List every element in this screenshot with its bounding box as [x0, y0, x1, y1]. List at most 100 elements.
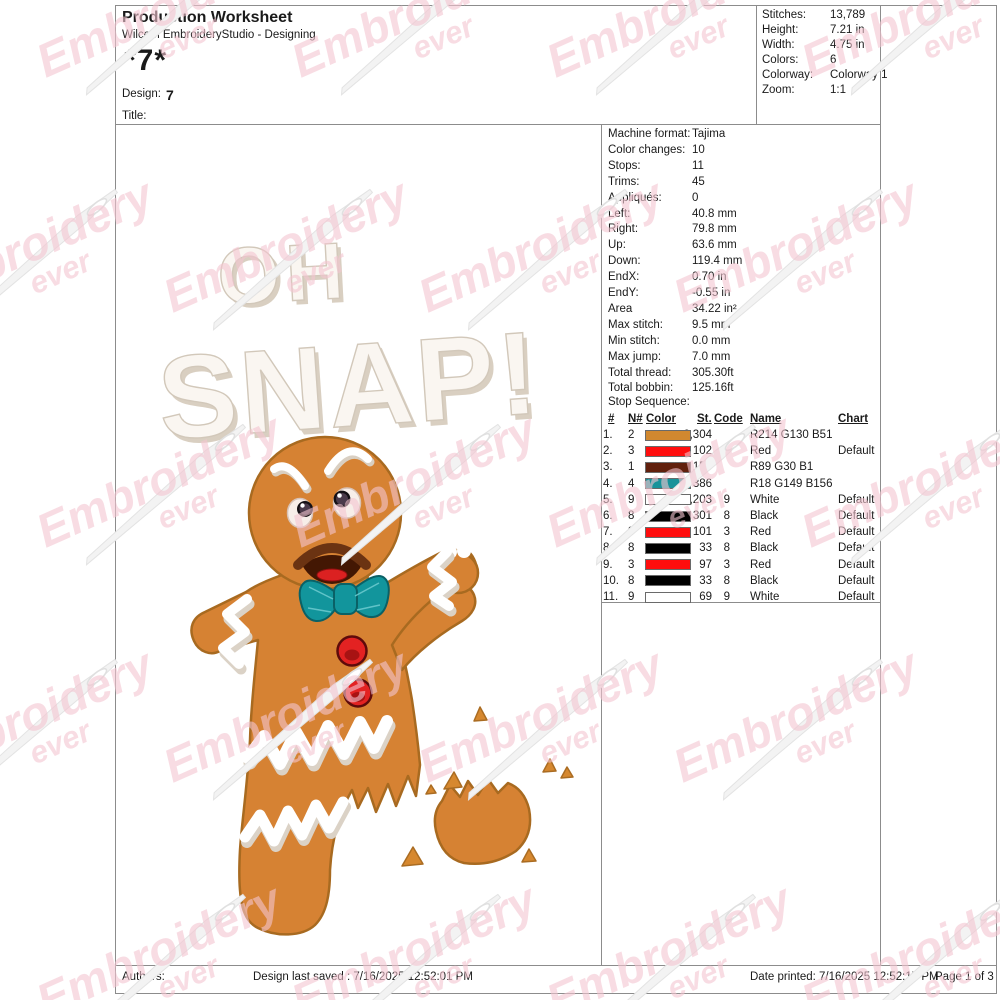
- stop-row-name: Red: [750, 558, 772, 571]
- stop-row-number: 11.: [603, 591, 619, 603]
- summary-row: Colors:6: [762, 54, 836, 66]
- summary-value: 6: [830, 54, 836, 66]
- page-number: Page 1 of 3: [935, 971, 994, 983]
- stop-row-chart: Default: [838, 445, 875, 458]
- summary-row: Width:4.75 in: [762, 39, 865, 51]
- stop-row-chart: Default: [838, 524, 874, 540]
- stop-row-number: 10.: [603, 574, 619, 587]
- stop-row-chart: Default: [838, 558, 875, 571]
- col-header-n: N#: [628, 413, 643, 425]
- stop-row-needle: 4: [628, 476, 634, 492]
- stop-sequence-title: Stop Sequence:: [608, 396, 690, 408]
- thread-color-swatch: [645, 559, 691, 571]
- summary-row: Stitches:13,789: [762, 9, 865, 21]
- stop-row-name: R18 G149 B156: [750, 477, 833, 490]
- summary-value: 1:1: [830, 84, 846, 96]
- stop-row-name: R89 G30 B1: [750, 461, 814, 474]
- broken-leg-piece: [433, 777, 532, 865]
- summary-value: 4.75 in: [830, 39, 865, 51]
- stop-row-name: Black: [750, 542, 779, 555]
- stop-row-chart: Default: [838, 542, 875, 555]
- authors-label: Authors:: [122, 971, 165, 983]
- stop-row-code: 3: [723, 526, 730, 539]
- stop-row-code: 8: [723, 510, 730, 522]
- stop-row-code: 8: [723, 574, 730, 587]
- thread-color-swatch: [645, 445, 691, 457]
- title-label: Title:: [122, 110, 147, 122]
- summary-row: Colorway: Colorway 1: [762, 69, 888, 81]
- stop-row-name: Black: [750, 574, 779, 587]
- stop-row-needle: 8: [628, 574, 635, 587]
- thread-color-swatch: [645, 591, 691, 603]
- stop-row-needle: 8: [628, 542, 635, 555]
- stop-row-number: 3.: [603, 461, 613, 474]
- thread-color-swatch: [645, 461, 691, 473]
- col-header-st: St.: [697, 413, 712, 425]
- panel-divider: [601, 124, 602, 965]
- stop-row-name: White: [750, 493, 780, 506]
- stop-row-code: 9: [723, 591, 730, 603]
- right-column-border: [880, 5, 881, 965]
- stop-row-code: 8: [723, 542, 730, 555]
- summary-box-left-border: [756, 5, 757, 124]
- stop-row-needle: 9: [628, 591, 635, 603]
- col-header-color: Color: [646, 413, 677, 425]
- stop-row-number: 2.: [603, 445, 613, 458]
- stop-row-chart: Default: [838, 574, 875, 587]
- summary-box: Stitches:13,789 Height:7.21 in Width:4.7…: [762, 9, 888, 119]
- svg-text:OH: OH: [215, 226, 351, 322]
- stop-row-code: 9: [712, 492, 730, 508]
- thread-color-swatch: [645, 494, 691, 506]
- col-header-name: Name: [750, 413, 781, 425]
- design-number: 7: [166, 87, 174, 103]
- stop-row-code: 3: [723, 558, 730, 571]
- summary-value: 7.21 in: [830, 24, 865, 36]
- col-header-chart: Chart: [838, 413, 869, 425]
- summary-value: Colorway 1: [830, 69, 888, 81]
- stop-row-number: 5.: [603, 492, 625, 508]
- summary-row: Height:7.21 in: [762, 24, 865, 36]
- thread-color-swatch: [645, 526, 691, 538]
- stop-row-number: 1.: [603, 429, 613, 441]
- stop-row-needle: 2: [628, 429, 635, 441]
- stop-row-needle: 9: [628, 492, 634, 508]
- stop-row-number: 8.: [603, 542, 613, 555]
- thread-color-swatch: [645, 429, 691, 441]
- embroidery-design-preview: OH SNAP! OH SNAP!: [153, 225, 574, 936]
- stop-row-chart: Default: [838, 591, 875, 603]
- stop-row-name: White: [750, 591, 780, 603]
- stop-row-needle: 3: [628, 558, 635, 571]
- design-label: Design:: [122, 88, 161, 100]
- date-printed: Date printed: 7/16/2025 12:52:17 PM: [750, 971, 939, 983]
- header-divider: [115, 124, 881, 125]
- stop-row-code: 3: [712, 443, 730, 459]
- stop-row-number: 7.: [603, 524, 625, 540]
- stop-row-needle: 3: [628, 445, 635, 458]
- stop-row-stitches: 69: [699, 591, 712, 603]
- col-header-num: #: [608, 413, 615, 425]
- stop-row-number: 6.: [603, 508, 625, 524]
- bow-tie-sheen: [307, 582, 381, 613]
- stop-row-needle: 1: [628, 459, 634, 475]
- thread-color-swatch: [645, 542, 691, 554]
- stop-row-needle: 3: [628, 526, 635, 539]
- stop-row-name: R214 G130 B51: [750, 429, 833, 441]
- col-header-code: Code: [714, 413, 743, 425]
- details-panel: Machine format: Tajima Color changes: 10 S…: [608, 128, 742, 395]
- thread-color-swatch: [645, 478, 691, 490]
- stop-row-number: 9.: [603, 558, 613, 571]
- stop-row-needle: 8: [628, 508, 634, 524]
- stop-row-name: Red: [750, 526, 772, 539]
- thread-color-swatch: [645, 510, 691, 522]
- stop-row-number: 4.: [603, 476, 625, 492]
- stop-row-chart: Default: [838, 508, 874, 524]
- app-subtitle: Wilcom EmbroideryStudio - Designing: [122, 29, 316, 41]
- hand-bite-mark: [457, 544, 471, 558]
- summary-row: Zoom: 1:1: [762, 84, 846, 96]
- footer-divider: [115, 965, 996, 966]
- table-bottom-border: [601, 602, 881, 603]
- design-code: *7*: [124, 44, 168, 77]
- stop-row-chart: Default: [838, 492, 874, 508]
- stop-row-name: Black: [750, 510, 779, 522]
- thread-color-swatch: [645, 575, 691, 587]
